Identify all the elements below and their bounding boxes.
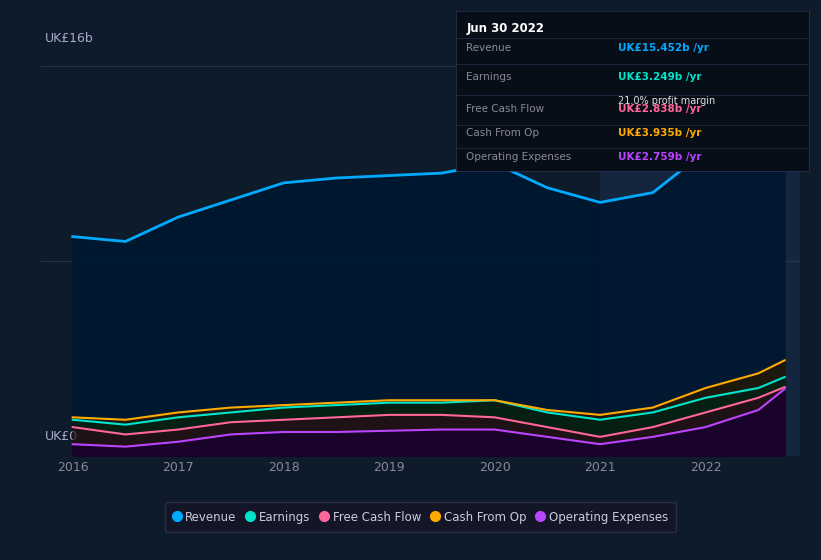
Text: UK£3.935b /yr: UK£3.935b /yr [618,128,701,138]
Text: UK£0: UK£0 [45,430,78,443]
Bar [600,17,811,456]
Text: UK£16b: UK£16b [45,32,94,45]
Text: Free Cash Flow: Free Cash Flow [466,104,544,114]
Text: 21.0% profit margin: 21.0% profit margin [618,96,715,106]
Text: Cash From Op: Cash From Op [466,128,539,138]
Text: UK£2.838b /yr: UK£2.838b /yr [618,104,702,114]
Text: Revenue: Revenue [466,43,511,53]
Text: UK£3.249b /yr: UK£3.249b /yr [618,72,702,82]
Text: Operating Expenses: Operating Expenses [466,152,571,162]
Text: Jun 30 2022: Jun 30 2022 [466,22,544,35]
Text: UK£15.452b /yr: UK£15.452b /yr [618,43,709,53]
Legend: Revenue, Earnings, Free Cash Flow, Cash From Op, Operating Expenses: Revenue, Earnings, Free Cash Flow, Cash … [165,502,677,532]
Text: UK£2.759b /yr: UK£2.759b /yr [618,152,702,162]
Text: Earnings: Earnings [466,72,511,82]
